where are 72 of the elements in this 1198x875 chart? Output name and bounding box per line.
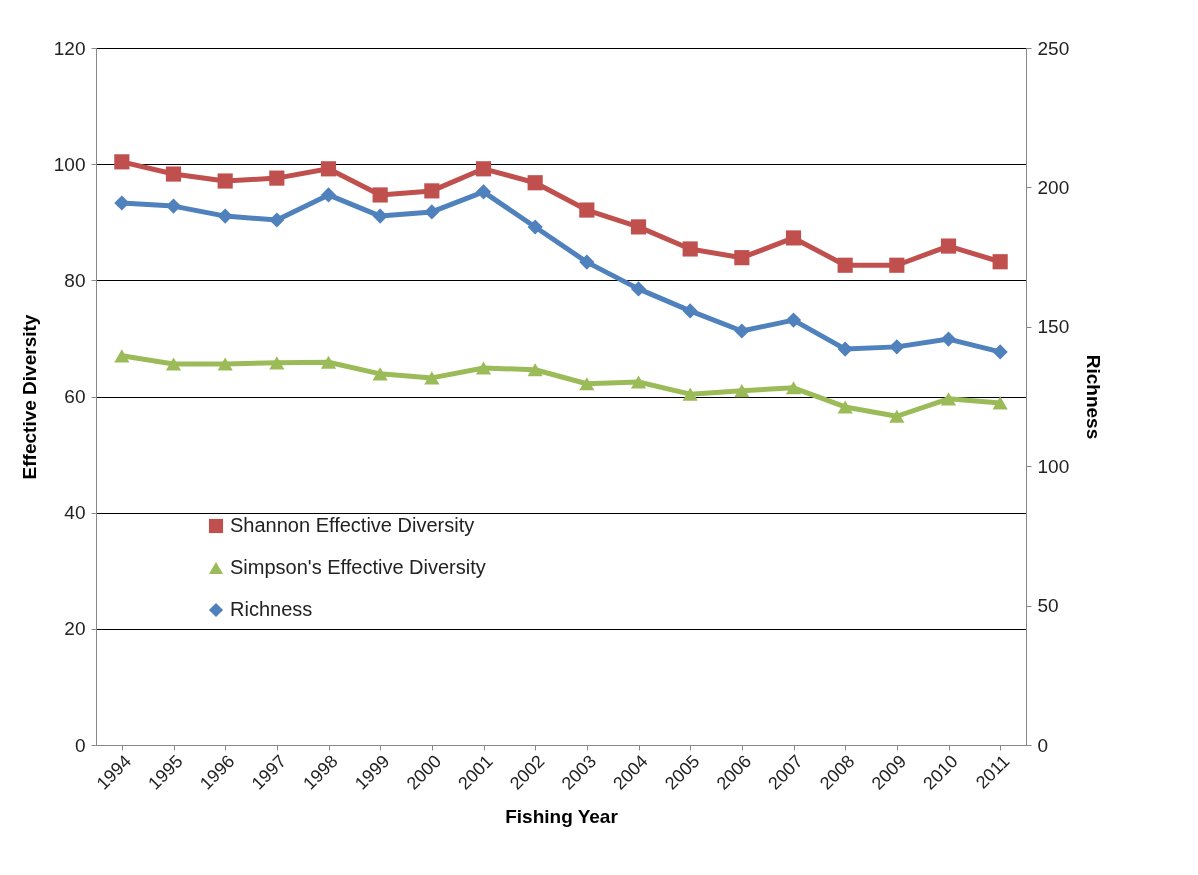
point xyxy=(114,195,130,211)
point xyxy=(475,361,492,375)
point xyxy=(372,187,388,203)
y2-tick-label: 150 xyxy=(1037,316,1070,338)
point xyxy=(837,341,853,357)
point xyxy=(940,392,957,406)
point xyxy=(837,400,853,414)
point xyxy=(579,254,595,270)
point xyxy=(527,363,543,377)
point xyxy=(424,183,440,199)
point xyxy=(320,187,337,203)
y2-tick-label: 250 xyxy=(1037,37,1070,59)
point xyxy=(734,323,750,339)
point xyxy=(630,281,647,297)
point xyxy=(372,208,388,224)
point xyxy=(579,377,595,391)
point xyxy=(269,356,285,370)
point xyxy=(217,208,233,224)
point xyxy=(527,219,543,235)
point xyxy=(785,381,802,395)
point xyxy=(889,339,905,355)
point xyxy=(785,230,802,246)
y-tick-label: 60 xyxy=(64,386,86,407)
y2-axis-title: Richness xyxy=(1083,354,1105,440)
point xyxy=(424,204,440,220)
point xyxy=(889,257,905,273)
y-axis-title: Effective Diversity xyxy=(18,314,40,480)
point xyxy=(527,175,543,191)
legend-label: Richness xyxy=(230,598,313,620)
point xyxy=(837,257,853,273)
point xyxy=(889,409,905,423)
point xyxy=(114,349,130,363)
y2-tick-label: 0 xyxy=(1037,734,1049,756)
point xyxy=(630,219,647,235)
legend-label: Simpson's Effective Diversity xyxy=(230,556,486,578)
point xyxy=(940,238,957,254)
point xyxy=(682,241,698,257)
point xyxy=(940,331,957,347)
point xyxy=(992,344,1008,360)
point xyxy=(992,396,1008,410)
legend-label: Shannon Effective Diversity xyxy=(230,514,475,536)
point xyxy=(320,355,337,369)
point xyxy=(475,161,492,177)
y2-tick-label: 50 xyxy=(1037,595,1059,617)
point xyxy=(992,254,1008,270)
point xyxy=(269,170,285,186)
point xyxy=(682,303,698,319)
point xyxy=(217,173,233,189)
point xyxy=(734,384,750,398)
y2-tick-label: 200 xyxy=(1037,176,1070,198)
point xyxy=(114,154,130,170)
y-tick-label: 40 xyxy=(64,502,86,524)
x-axis-title: Fishing Year xyxy=(505,805,619,827)
y-tick-label: 120 xyxy=(53,37,86,59)
point xyxy=(320,161,337,177)
point xyxy=(630,375,647,389)
y-tick-label: 20 xyxy=(64,618,86,640)
point xyxy=(165,166,182,182)
y-tick-label: 0 xyxy=(74,734,86,756)
point xyxy=(785,312,802,328)
point xyxy=(217,357,233,371)
point xyxy=(424,371,440,385)
point xyxy=(734,250,750,266)
y2-tick-label: 100 xyxy=(1037,455,1070,477)
point xyxy=(579,202,595,218)
point xyxy=(165,357,182,371)
point xyxy=(682,387,698,401)
y-tick-label: 80 xyxy=(64,269,86,291)
point xyxy=(269,212,285,228)
point xyxy=(372,367,388,381)
point xyxy=(475,184,492,200)
y-tick-label: 100 xyxy=(53,153,86,175)
